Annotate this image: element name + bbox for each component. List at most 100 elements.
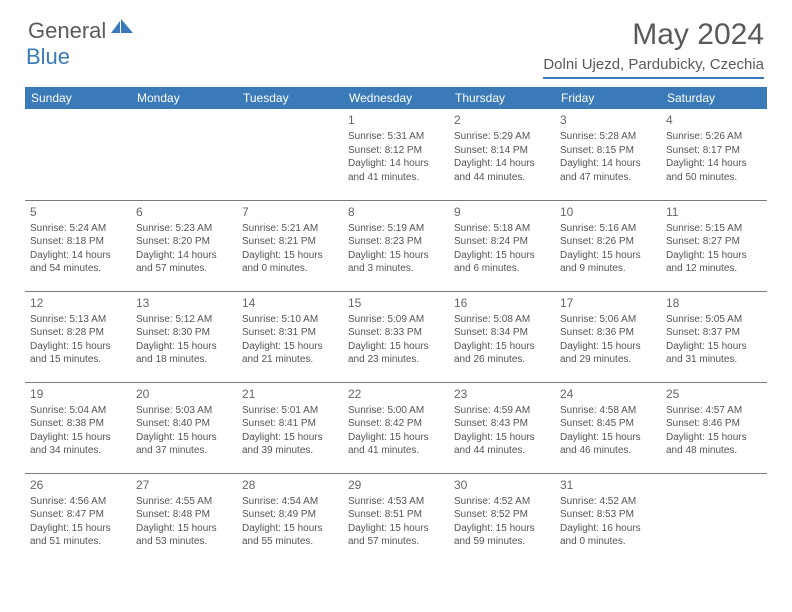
sunset-text: Sunset: 8:34 PM xyxy=(454,326,550,340)
sunrise-text: Sunrise: 5:18 AM xyxy=(454,222,550,236)
day-cell: 14 Sunrise: 5:10 AMSunset: 8:31 PMDayligh… xyxy=(237,291,343,382)
day-info: Sunrise: 5:08 AMSunset: 8:34 PMDaylight:… xyxy=(454,313,550,367)
sunset-text: Sunset: 8:53 PM xyxy=(560,508,656,522)
logo-text-blue: Blue xyxy=(26,44,70,69)
dow-cell: Thursday xyxy=(449,87,555,109)
day-info: Sunrise: 5:00 AMSunset: 8:42 PMDaylight:… xyxy=(348,404,444,458)
day-cell: 25Sunrise: 4:57 AMSunset: 8:46 PMDayligh… xyxy=(661,382,767,473)
day-cell: 2 Sunrise: 5:29 AMSunset: 8:14 PMDaylight… xyxy=(449,109,555,200)
sunset-text: Sunset: 8:40 PM xyxy=(136,417,232,431)
sunrise-text: Sunrise: 4:58 AM xyxy=(560,404,656,418)
dow-cell: Wednesday xyxy=(343,87,449,109)
day-cell: 21Sunrise: 5:01 AMSunset: 8:41 PMDayligh… xyxy=(237,382,343,473)
day-info: Sunrise: 4:59 AMSunset: 8:43 PMDaylight:… xyxy=(454,404,550,458)
sunset-text: Sunset: 8:47 PM xyxy=(30,508,126,522)
daylight-text: Daylight: 15 hours and 26 minutes. xyxy=(454,340,550,367)
sunrise-text: Sunrise: 5:04 AM xyxy=(30,404,126,418)
daylight-text: Daylight: 15 hours and 46 minutes. xyxy=(560,431,656,458)
day-cell: 12Sunrise: 5:13 AMSunset: 8:28 PMDayligh… xyxy=(25,291,131,382)
day-cell: 31Sunrise: 4:52 AMSunset: 8:53 PMDayligh… xyxy=(555,473,661,564)
daylight-text: Daylight: 15 hours and 59 minutes. xyxy=(454,522,550,549)
day-cell: 9Sunrise: 5:18 AMSunset: 8:24 PMDaylight… xyxy=(449,200,555,291)
day-number: 22 xyxy=(348,386,444,402)
day-info: Sunrise: 5:04 AMSunset: 8:38 PMDaylight:… xyxy=(30,404,126,458)
dow-cell: Monday xyxy=(131,87,237,109)
day-cell: 28Sunrise: 4:54 AMSunset: 8:49 PMDayligh… xyxy=(237,473,343,564)
day-info: Sunrise: 5:29 AMSunset: 8:14 PMDaylight:… xyxy=(454,130,550,184)
day-info: Sunrise: 4:57 AMSunset: 8:46 PMDaylight:… xyxy=(666,404,762,458)
day-cell: 23Sunrise: 4:59 AMSunset: 8:43 PMDayligh… xyxy=(449,382,555,473)
sunrise-text: Sunrise: 5:21 AM xyxy=(242,222,338,236)
day-cell: 27Sunrise: 4:55 AMSunset: 8:48 PMDayligh… xyxy=(131,473,237,564)
month-title: May 2024 xyxy=(543,18,764,52)
header: General May 2024 Dolni Ujezd, Pardubicky… xyxy=(0,0,792,87)
day-cell: 16Sunrise: 5:08 AMSunset: 8:34 PMDayligh… xyxy=(449,291,555,382)
day-info: Sunrise: 5:26 AMSunset: 8:17 PMDaylight:… xyxy=(666,130,762,184)
sunrise-text: Sunrise: 5:03 AM xyxy=(136,404,232,418)
day-cell: 1Sunrise: 5:31 AMSunset: 8:12 PMDaylight… xyxy=(343,109,449,200)
daylight-text: Daylight: 15 hours and 18 minutes. xyxy=(136,340,232,367)
sunset-text: Sunset: 8:45 PM xyxy=(560,417,656,431)
day-cell: 30Sunrise: 4:52 AMSunset: 8:52 PMDayligh… xyxy=(449,473,555,564)
daylight-text: Daylight: 15 hours and 6 minutes. xyxy=(454,249,550,276)
day-info: Sunrise: 5:09 AMSunset: 8:33 PMDaylight:… xyxy=(348,313,444,367)
sunset-text: Sunset: 8:43 PM xyxy=(454,417,550,431)
daylight-text: Daylight: 14 hours and 44 minutes. xyxy=(454,157,550,184)
sunrise-text: Sunrise: 5:31 AM xyxy=(348,130,444,144)
dow-cell: Saturday xyxy=(661,87,767,109)
day-number: 3 xyxy=(560,112,656,128)
day-number: 1 xyxy=(348,112,444,128)
sunrise-text: Sunrise: 5:26 AM xyxy=(666,130,762,144)
day-info: Sunrise: 4:53 AMSunset: 8:51 PMDaylight:… xyxy=(348,495,444,549)
day-number: 31 xyxy=(560,477,656,493)
day-number: 11 xyxy=(666,204,762,220)
day-cell: 29 Sunrise: 4:53 AMSunset: 8:51 PMDayligh… xyxy=(343,473,449,564)
day-cell xyxy=(131,109,237,200)
day-cell: 11Sunrise: 5:15 AMSunset: 8:27 PMDayligh… xyxy=(661,200,767,291)
sunrise-text: Sunrise: 5:01 AM xyxy=(242,404,338,418)
daylight-text: Daylight: 15 hours and 34 minutes. xyxy=(30,431,126,458)
week-row: 19Sunrise: 5:04 AMSunset: 8:38 PMDayligh… xyxy=(25,382,767,473)
sunrise-text: Sunrise: 5:13 AM xyxy=(30,313,126,327)
day-number: 20 xyxy=(136,386,232,402)
day-info: Sunrise: 5:10 AMSunset: 8:31 PMDaylight:… xyxy=(242,313,338,367)
day-info: Sunrise: 4:58 AMSunset: 8:45 PMDaylight:… xyxy=(560,404,656,458)
daylight-text: Daylight: 15 hours and 51 minutes. xyxy=(30,522,126,549)
sunrise-text: Sunrise: 4:57 AM xyxy=(666,404,762,418)
day-number: 9 xyxy=(454,204,550,220)
sunrise-text: Sunrise: 5:09 AM xyxy=(348,313,444,327)
day-info: Sunrise: 5:01 AMSunset: 8:41 PMDaylight:… xyxy=(242,404,338,458)
day-number: 10 xyxy=(560,204,656,220)
logo-text-general: General xyxy=(28,18,106,44)
day-cell: 15Sunrise: 5:09 AMSunset: 8:33 PMDayligh… xyxy=(343,291,449,382)
day-number: 12 xyxy=(30,295,126,311)
sunset-text: Sunset: 8:31 PM xyxy=(242,326,338,340)
daylight-text: Daylight: 15 hours and 55 minutes. xyxy=(242,522,338,549)
sunrise-text: Sunrise: 4:52 AM xyxy=(454,495,550,509)
day-number: 14 xyxy=(242,295,338,311)
sunset-text: Sunset: 8:48 PM xyxy=(136,508,232,522)
daylight-text: Daylight: 14 hours and 54 minutes. xyxy=(30,249,126,276)
sunrise-text: Sunrise: 5:10 AM xyxy=(242,313,338,327)
sunrise-text: Sunrise: 4:52 AM xyxy=(560,495,656,509)
daylight-text: Daylight: 15 hours and 31 minutes. xyxy=(666,340,762,367)
day-number: 2 xyxy=(454,112,550,128)
day-cell: 7Sunrise: 5:21 AMSunset: 8:21 PMDaylight… xyxy=(237,200,343,291)
day-info: Sunrise: 5:12 AMSunset: 8:30 PMDaylight:… xyxy=(136,313,232,367)
day-cell: 24Sunrise: 4:58 AMSunset: 8:45 PMDayligh… xyxy=(555,382,661,473)
sunset-text: Sunset: 8:42 PM xyxy=(348,417,444,431)
daylight-text: Daylight: 15 hours and 12 minutes. xyxy=(666,249,762,276)
sunset-text: Sunset: 8:15 PM xyxy=(560,144,656,158)
week-row: 12Sunrise: 5:13 AMSunset: 8:28 PMDayligh… xyxy=(25,291,767,382)
daylight-text: Daylight: 15 hours and 29 minutes. xyxy=(560,340,656,367)
day-cell: 5Sunrise: 5:24 AMSunset: 8:18 PMDaylight… xyxy=(25,200,131,291)
sunset-text: Sunset: 8:21 PM xyxy=(242,235,338,249)
daylight-text: Daylight: 15 hours and 44 minutes. xyxy=(454,431,550,458)
day-number: 18 xyxy=(666,295,762,311)
day-cell xyxy=(25,109,131,200)
sunrise-text: Sunrise: 5:29 AM xyxy=(454,130,550,144)
dow-cell: Sunday xyxy=(25,87,131,109)
week-row: 5Sunrise: 5:24 AMSunset: 8:18 PMDaylight… xyxy=(25,200,767,291)
sunset-text: Sunset: 8:20 PM xyxy=(136,235,232,249)
day-number: 29 xyxy=(348,477,444,493)
